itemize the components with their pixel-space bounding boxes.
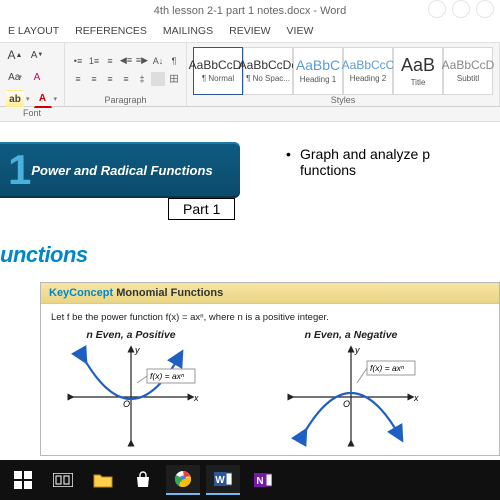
ribbon: A▲ A▼ Aa▾ A ab ▾ A ▾ Font •≡ 1≡ ≡ ◀≡ ≡▶ …: [0, 42, 500, 107]
svg-text:y: y: [354, 345, 360, 355]
store-button[interactable]: [126, 465, 160, 495]
grow-font-button[interactable]: A▲: [6, 46, 24, 64]
align-center-button[interactable]: ≡: [87, 72, 101, 86]
svg-text:O: O: [343, 399, 350, 409]
window-title: 4th lesson 2-1 part 1 notes.docx - Word: [154, 5, 346, 17]
objective-bullet: Graph and analyze p functions: [300, 146, 500, 178]
styles-group-label: Styles: [193, 95, 493, 105]
svg-text:f(x) = axⁿ: f(x) = axⁿ: [370, 363, 404, 373]
paragraph-group: •≡ 1≡ ≡ ◀≡ ≡▶ A↓ ¶ ≡ ≡ ≡ ≡ ‡ 田 Paragraph: [65, 43, 187, 106]
chapter-title: Power and Radical Functions: [31, 163, 212, 178]
ruler[interactable]: [0, 107, 500, 122]
tab-references[interactable]: REFERENCES: [67, 22, 155, 42]
font-color-button[interactable]: A: [34, 90, 52, 108]
part-label: Part 1: [183, 201, 220, 217]
align-left-button[interactable]: ≡: [71, 72, 85, 86]
chapter-number: 1: [8, 146, 27, 194]
paragraph-group-label: Paragraph: [71, 95, 180, 105]
chart-0: n Even, a Positive x y O f(x) = axⁿ: [51, 329, 211, 447]
chrome-button[interactable]: [166, 465, 200, 495]
document-page[interactable]: 1 Power and Radical Functions Part 1 Gra…: [0, 122, 500, 460]
style-chip-3[interactable]: AaBbCcCHeading 2: [343, 47, 393, 95]
justify-button[interactable]: ≡: [119, 72, 133, 86]
decrease-indent-button[interactable]: ◀≡: [119, 54, 133, 68]
font-group: A▲ A▼ Aa▾ A ab ▾ A ▾ Font: [0, 43, 65, 106]
window-titlebar: 4th lesson 2-1 part 1 notes.docx - Word: [0, 0, 500, 22]
chart-1: n Even, a Negative x y O f(x) = axⁿ: [271, 329, 431, 447]
style-chip-5[interactable]: AaBbCcDSubtitl: [443, 47, 493, 95]
taskbar: W N: [0, 460, 500, 500]
objective-text: Graph and analyze p functions: [300, 146, 430, 178]
tab-layout[interactable]: E LAYOUT: [0, 22, 67, 42]
line-spacing-button[interactable]: ‡: [135, 72, 149, 86]
key-concept-box: KeyConcept Monomial Functions Let f be t…: [40, 282, 500, 456]
title-decoration: [428, 0, 494, 18]
start-button[interactable]: [6, 465, 40, 495]
style-chip-1[interactable]: AaBbCcDc¶ No Spac...: [243, 47, 293, 95]
style-chip-4[interactable]: AaBTitle: [393, 47, 443, 95]
svg-text:f(x) = axⁿ: f(x) = axⁿ: [150, 371, 184, 381]
svg-text:x: x: [413, 393, 419, 403]
highlight-button[interactable]: ab: [6, 90, 24, 108]
numbering-button[interactable]: 1≡: [87, 54, 101, 68]
tab-mailings[interactable]: MAILINGS: [155, 22, 221, 42]
style-chip-2[interactable]: AaBbCHeading 1: [293, 47, 343, 95]
task-view-button[interactable]: [46, 465, 80, 495]
increase-indent-button[interactable]: ≡▶: [135, 54, 149, 68]
charts-row: n Even, a Positive x y O f(x) = axⁿ: [51, 329, 489, 447]
svg-text:O: O: [123, 399, 130, 409]
svg-text:W: W: [215, 475, 225, 486]
svg-text:y: y: [134, 345, 140, 355]
tab-view[interactable]: VIEW: [279, 22, 322, 42]
ribbon-tabs: E LAYOUT REFERENCES MAILINGS REVIEW VIEW: [0, 22, 500, 42]
svg-text:N: N: [256, 476, 263, 487]
style-chip-0[interactable]: AaBbCcDc¶ Normal: [193, 47, 243, 95]
onenote-button[interactable]: N: [246, 465, 280, 495]
key-concept-header: KeyConcept Monomial Functions: [41, 283, 499, 304]
styles-gallery[interactable]: AaBbCcDc¶ NormalAaBbCcDc¶ No Spac...AaBb…: [193, 47, 493, 95]
bullets-button[interactable]: •≡: [71, 54, 85, 68]
part-label-box: Part 1: [168, 198, 235, 220]
section-heading: unctions: [0, 242, 88, 268]
key-concept-label: KeyConcept: [49, 287, 113, 299]
font-group-label: Font: [6, 108, 58, 118]
multilevel-button[interactable]: ≡: [103, 54, 117, 68]
borders-button[interactable]: 田: [167, 72, 181, 86]
key-concept-desc: Let f be the power function f(x) = axⁿ, …: [51, 312, 489, 323]
file-explorer-button[interactable]: [86, 465, 120, 495]
word-button[interactable]: W: [206, 465, 240, 495]
svg-text:x: x: [193, 393, 199, 403]
shading-button[interactable]: [151, 72, 165, 86]
show-marks-button[interactable]: ¶: [167, 54, 181, 68]
sort-button[interactable]: A↓: [151, 54, 165, 68]
shrink-font-button[interactable]: A▼: [28, 46, 46, 64]
key-concept-title: Monomial Functions: [116, 287, 223, 299]
clear-format-button[interactable]: A: [28, 68, 46, 86]
tab-review[interactable]: REVIEW: [221, 22, 278, 42]
align-right-button[interactable]: ≡: [103, 72, 117, 86]
change-case-button[interactable]: Aa▾: [6, 68, 24, 86]
chapter-banner: 1 Power and Radical Functions: [0, 142, 240, 198]
styles-group: AaBbCcDc¶ NormalAaBbCcDc¶ No Spac...AaBb…: [187, 43, 500, 106]
